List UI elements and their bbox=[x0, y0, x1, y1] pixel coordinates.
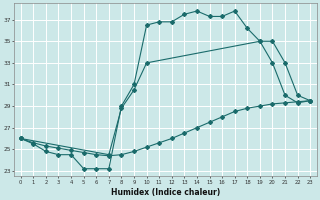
X-axis label: Humidex (Indice chaleur): Humidex (Indice chaleur) bbox=[111, 188, 220, 197]
